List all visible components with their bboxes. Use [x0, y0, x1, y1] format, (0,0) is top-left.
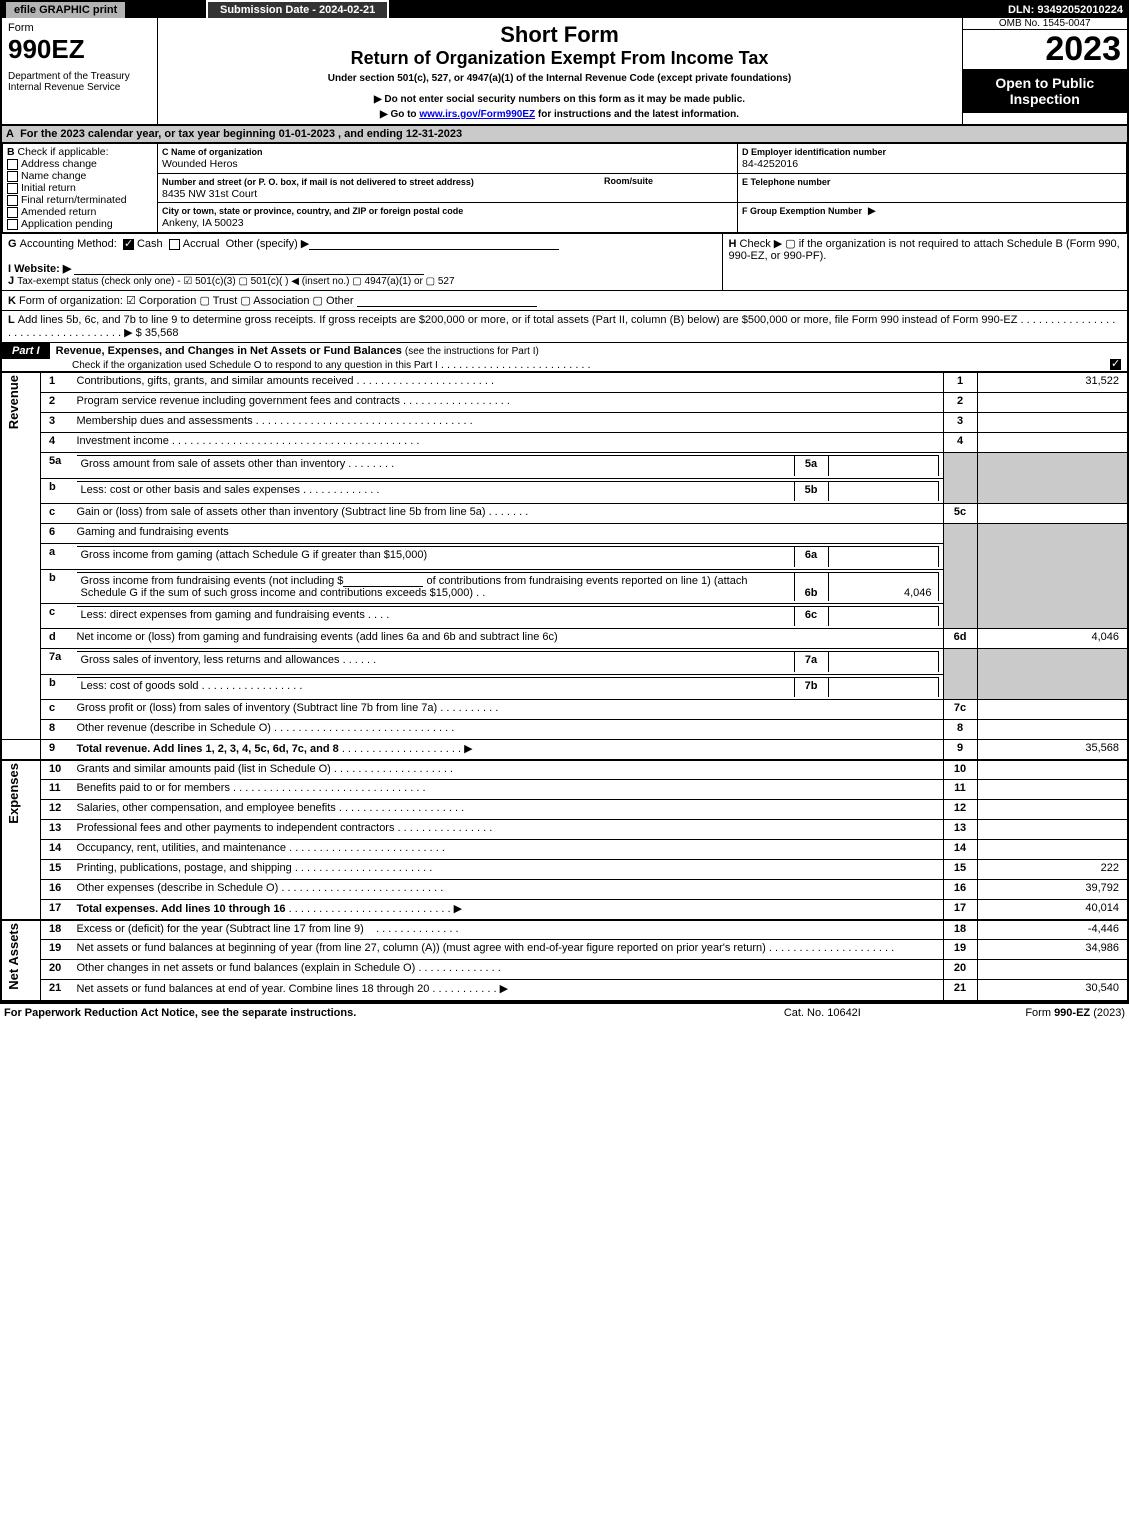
gross-receipts-note: Add lines 5b, 6c, and 7b to line 9 to de…: [18, 314, 1018, 326]
line9-val: 35,568: [977, 740, 1127, 760]
line15-val: 222: [977, 860, 1127, 880]
schedule-b-check: Check ▶ ▢ if the organization is not req…: [729, 238, 1120, 262]
part1-bar: Part I Revenue, Expenses, and Changes in…: [2, 342, 1127, 372]
page-footer: For Paperwork Reduction Act Notice, see …: [0, 1002, 1129, 1022]
other-specify-input[interactable]: [309, 238, 559, 250]
cb-address-change[interactable]: [7, 159, 18, 170]
paperwork-notice: For Paperwork Reduction Act Notice, see …: [0, 1003, 736, 1022]
org-name: Wounded Heros: [162, 158, 238, 170]
cat-no: Cat. No. 10642I: [736, 1003, 910, 1022]
revenue-side-label: Revenue: [6, 375, 21, 429]
short-form-title: Short Form: [166, 22, 954, 48]
submission-date-button[interactable]: Submission Date - 2024-02-21: [206, 0, 389, 20]
dept-irs: Internal Revenue Service: [8, 82, 151, 93]
netassets-side-label: Net Assets: [6, 923, 21, 990]
gross-receipts-value: $ 35,568: [136, 327, 179, 339]
omb-number: OMB No. 1545-0047: [963, 18, 1128, 30]
identification-block: B Check if applicable: Address change Na…: [2, 143, 1127, 233]
dept-treasury: Department of the Treasury: [8, 71, 151, 82]
part1-lines: Revenue 1Contributions, gifts, grants, a…: [2, 372, 1127, 1000]
6b-contrib-input[interactable]: [343, 575, 423, 587]
expenses-side-label: Expenses: [6, 763, 21, 824]
cb-initial-return[interactable]: [7, 183, 18, 194]
cb-accrual[interactable]: [169, 239, 180, 250]
line21-val: 30,540: [977, 980, 1127, 1000]
cb-amended-return[interactable]: [7, 207, 18, 218]
tax-year: 2023: [963, 30, 1128, 69]
form-of-org: Form of organization: ☑ Corporation ▢ Tr…: [19, 295, 354, 307]
ein-value: 84-4252016: [742, 158, 798, 170]
cb-cash[interactable]: [123, 239, 134, 250]
top-bar: efile GRAPHIC print Submission Date - 20…: [2, 2, 1127, 18]
line16-val: 39,792: [977, 880, 1127, 900]
line17-val: 40,014: [977, 900, 1127, 920]
line6d-val: 4,046: [977, 629, 1127, 649]
ssn-note: Do not enter social security numbers on …: [384, 94, 745, 105]
form-number: 990EZ: [8, 34, 151, 65]
accounting-website: G Accounting Method: Cash Accrual Other …: [2, 233, 1127, 290]
line1-val: 31,522: [977, 373, 1127, 393]
line6b-val: 4,046: [828, 572, 938, 601]
under-section: Under section 501(c), 527, or 4947(a)(1)…: [166, 73, 954, 84]
section-A: A For the 2023 calendar year, or tax yea…: [2, 125, 1127, 143]
form-header: Form 990EZ Department of the Treasury In…: [2, 18, 1127, 125]
cb-schedule-o[interactable]: [1110, 359, 1121, 370]
efile-button[interactable]: efile GRAPHIC print: [6, 2, 125, 18]
line18-val: -4,446: [977, 920, 1127, 940]
irs-link[interactable]: www.irs.gov/Form990EZ: [419, 109, 535, 120]
website-input[interactable]: [74, 263, 424, 275]
street-address: 8435 NW 31st Court: [162, 188, 257, 200]
checkif-label: Check if applicable:: [18, 146, 109, 158]
form-990ez: efile GRAPHIC print Submission Date - 20…: [0, 0, 1129, 1002]
tax-exempt-status: Tax-exempt status (check only one) - ☑ 5…: [17, 276, 454, 287]
city-state-zip: Ankeny, IA 50023: [162, 217, 244, 229]
open-public-badge: Open to Public Inspection: [963, 69, 1128, 113]
dln-label: DLN: 93492052010224: [482, 2, 1127, 18]
other-org-input[interactable]: [357, 295, 537, 307]
form-word: Form: [8, 22, 151, 34]
cb-application-pending[interactable]: [7, 219, 18, 230]
return-title: Return of Organization Exempt From Incom…: [166, 48, 954, 69]
cb-name-change[interactable]: [7, 171, 18, 182]
line19-val: 34,986: [977, 940, 1127, 960]
cb-final-return[interactable]: [7, 195, 18, 206]
